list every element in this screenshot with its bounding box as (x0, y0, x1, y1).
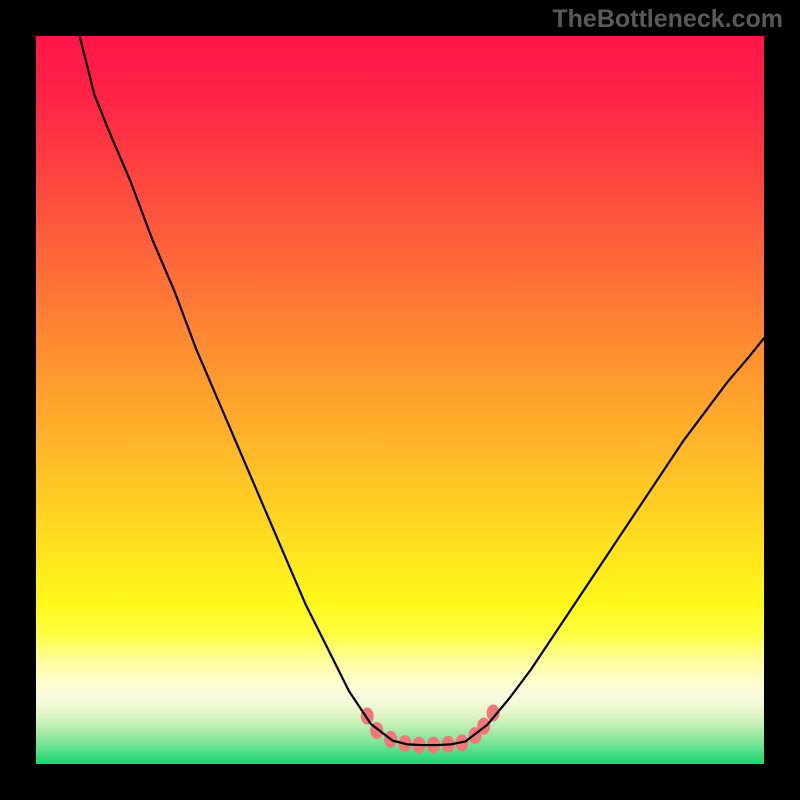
plot-background (36, 36, 764, 764)
bottleneck-chart: TheBottleneck.com (0, 0, 800, 800)
watermark-text: TheBottleneck.com (552, 5, 783, 34)
chart-svg (0, 0, 800, 800)
